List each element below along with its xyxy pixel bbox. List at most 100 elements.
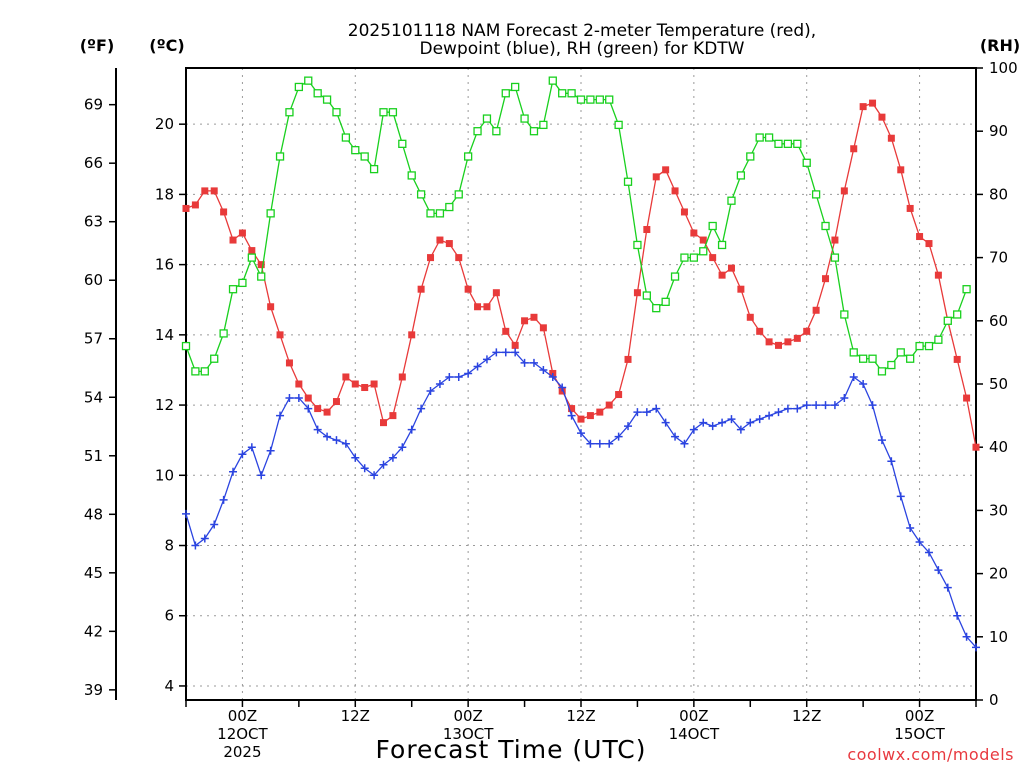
fahrenheit-axis: 39 42 45 48 51 54 57 60 63 66 69: [84, 68, 117, 700]
temperature-point: [793, 334, 801, 342]
rh-point: [746, 152, 755, 161]
rh-point: [341, 133, 351, 142]
time-tick-label: 12Z: [566, 707, 595, 725]
rh-point: [407, 171, 416, 180]
dewpoint-point: [313, 425, 322, 434]
temperature-point: [897, 166, 905, 174]
rh-point: [906, 354, 915, 363]
dewpoint-point: [210, 520, 219, 529]
dewpoint-point: [830, 401, 839, 410]
time-tick-label: 00Z: [228, 707, 257, 725]
dewpoint-point: [294, 394, 303, 403]
dewpoint-point: [962, 632, 971, 641]
rh-point: [501, 89, 510, 98]
temperature-point: [342, 373, 350, 381]
fahrenheit-tick-label: 45: [84, 564, 103, 582]
celsius-tick-label: 14: [155, 326, 174, 344]
rh-point: [708, 221, 717, 231]
rh-point: [181, 341, 191, 351]
dewpoint-point: [849, 372, 858, 381]
dewpoint-point: [379, 460, 388, 469]
temperature-point: [370, 380, 378, 388]
rh-tick-label: 60: [989, 312, 1008, 330]
temperature-point: [361, 384, 369, 392]
temperature-point: [643, 226, 651, 234]
series-temperature: [182, 99, 980, 451]
rh-point: [887, 360, 896, 370]
fahrenheit-tick-label: 54: [84, 388, 103, 406]
rh-line: [185, 79, 968, 373]
rh-point: [426, 209, 435, 218]
rh-point: [840, 310, 849, 319]
temperature-point: [963, 394, 971, 402]
dewpoint-point: [624, 422, 633, 431]
dewpoint-point: [445, 372, 454, 381]
rh-point: [388, 108, 398, 117]
dewpoint-point: [736, 425, 745, 434]
temperature-point: [690, 229, 698, 237]
temperature-point: [746, 313, 754, 321]
temperature-point: [304, 394, 312, 402]
dewpoint-point: [417, 404, 426, 413]
rh-point: [492, 127, 501, 136]
rh-point: [454, 190, 463, 199]
temperature-point: [248, 247, 256, 255]
dewpoint-point: [671, 432, 680, 441]
time-tick-label: 12OCT: [217, 725, 268, 743]
temperature-point: [586, 412, 594, 420]
temperature-point: [521, 317, 529, 325]
rh-tick-label: 30: [989, 501, 1008, 519]
time-tick-label: 14OCT: [669, 725, 720, 743]
temperature-point: [709, 254, 717, 262]
rh-point: [755, 133, 764, 142]
rh-point: [943, 316, 952, 325]
dewpoint-point: [680, 439, 689, 448]
temperature-point: [182, 204, 190, 212]
rh-point: [369, 164, 379, 174]
celsius-tick-label: 8: [164, 537, 174, 555]
temperature-point: [840, 187, 848, 195]
dewpoint-point: [718, 418, 727, 427]
rh-point: [605, 95, 614, 104]
grid-lines: [186, 68, 976, 700]
dewpoint-point: [887, 457, 896, 466]
fahrenheit-tick-label: 66: [84, 154, 103, 172]
rh-point: [595, 95, 604, 104]
rh-point: [623, 177, 633, 186]
time-tick-label: 2025: [223, 743, 261, 761]
rh-point: [858, 354, 868, 363]
temperature-point: [803, 327, 811, 335]
rh-point: [699, 247, 708, 256]
rh-point: [238, 278, 247, 288]
temperature-point: [916, 233, 924, 241]
temperature-point: [605, 401, 613, 409]
dewpoint-point: [896, 492, 905, 501]
temperature-point: [662, 166, 670, 174]
temperature-point: [502, 327, 510, 335]
time-tick-label: 00Z: [905, 707, 934, 725]
dewpoint-point: [802, 401, 811, 410]
temperature-point: [784, 338, 792, 346]
temperature-point: [276, 331, 284, 339]
temperature-point: [756, 327, 764, 335]
rh-tick-label: 40: [989, 438, 1008, 456]
dewpoint-point: [558, 383, 567, 392]
temperature-point: [887, 134, 895, 142]
temperature-point: [351, 380, 359, 388]
temperature-point: [201, 187, 209, 195]
rh-point: [896, 348, 905, 357]
rh-point: [191, 367, 200, 376]
dewpoint-point: [200, 534, 209, 543]
rh-point: [877, 367, 887, 376]
rh-point: [661, 297, 670, 306]
dewpoint-point: [388, 453, 397, 462]
temperature-point: [267, 303, 275, 311]
rh-point: [398, 139, 407, 148]
temperature-point: [737, 285, 745, 293]
temperature-point: [492, 289, 500, 297]
rh-point: [351, 146, 360, 155]
rh-tick-label: 0: [989, 691, 999, 709]
dewpoint-point: [219, 495, 228, 504]
dewpoint-point: [398, 443, 407, 452]
rh-point: [567, 89, 576, 98]
